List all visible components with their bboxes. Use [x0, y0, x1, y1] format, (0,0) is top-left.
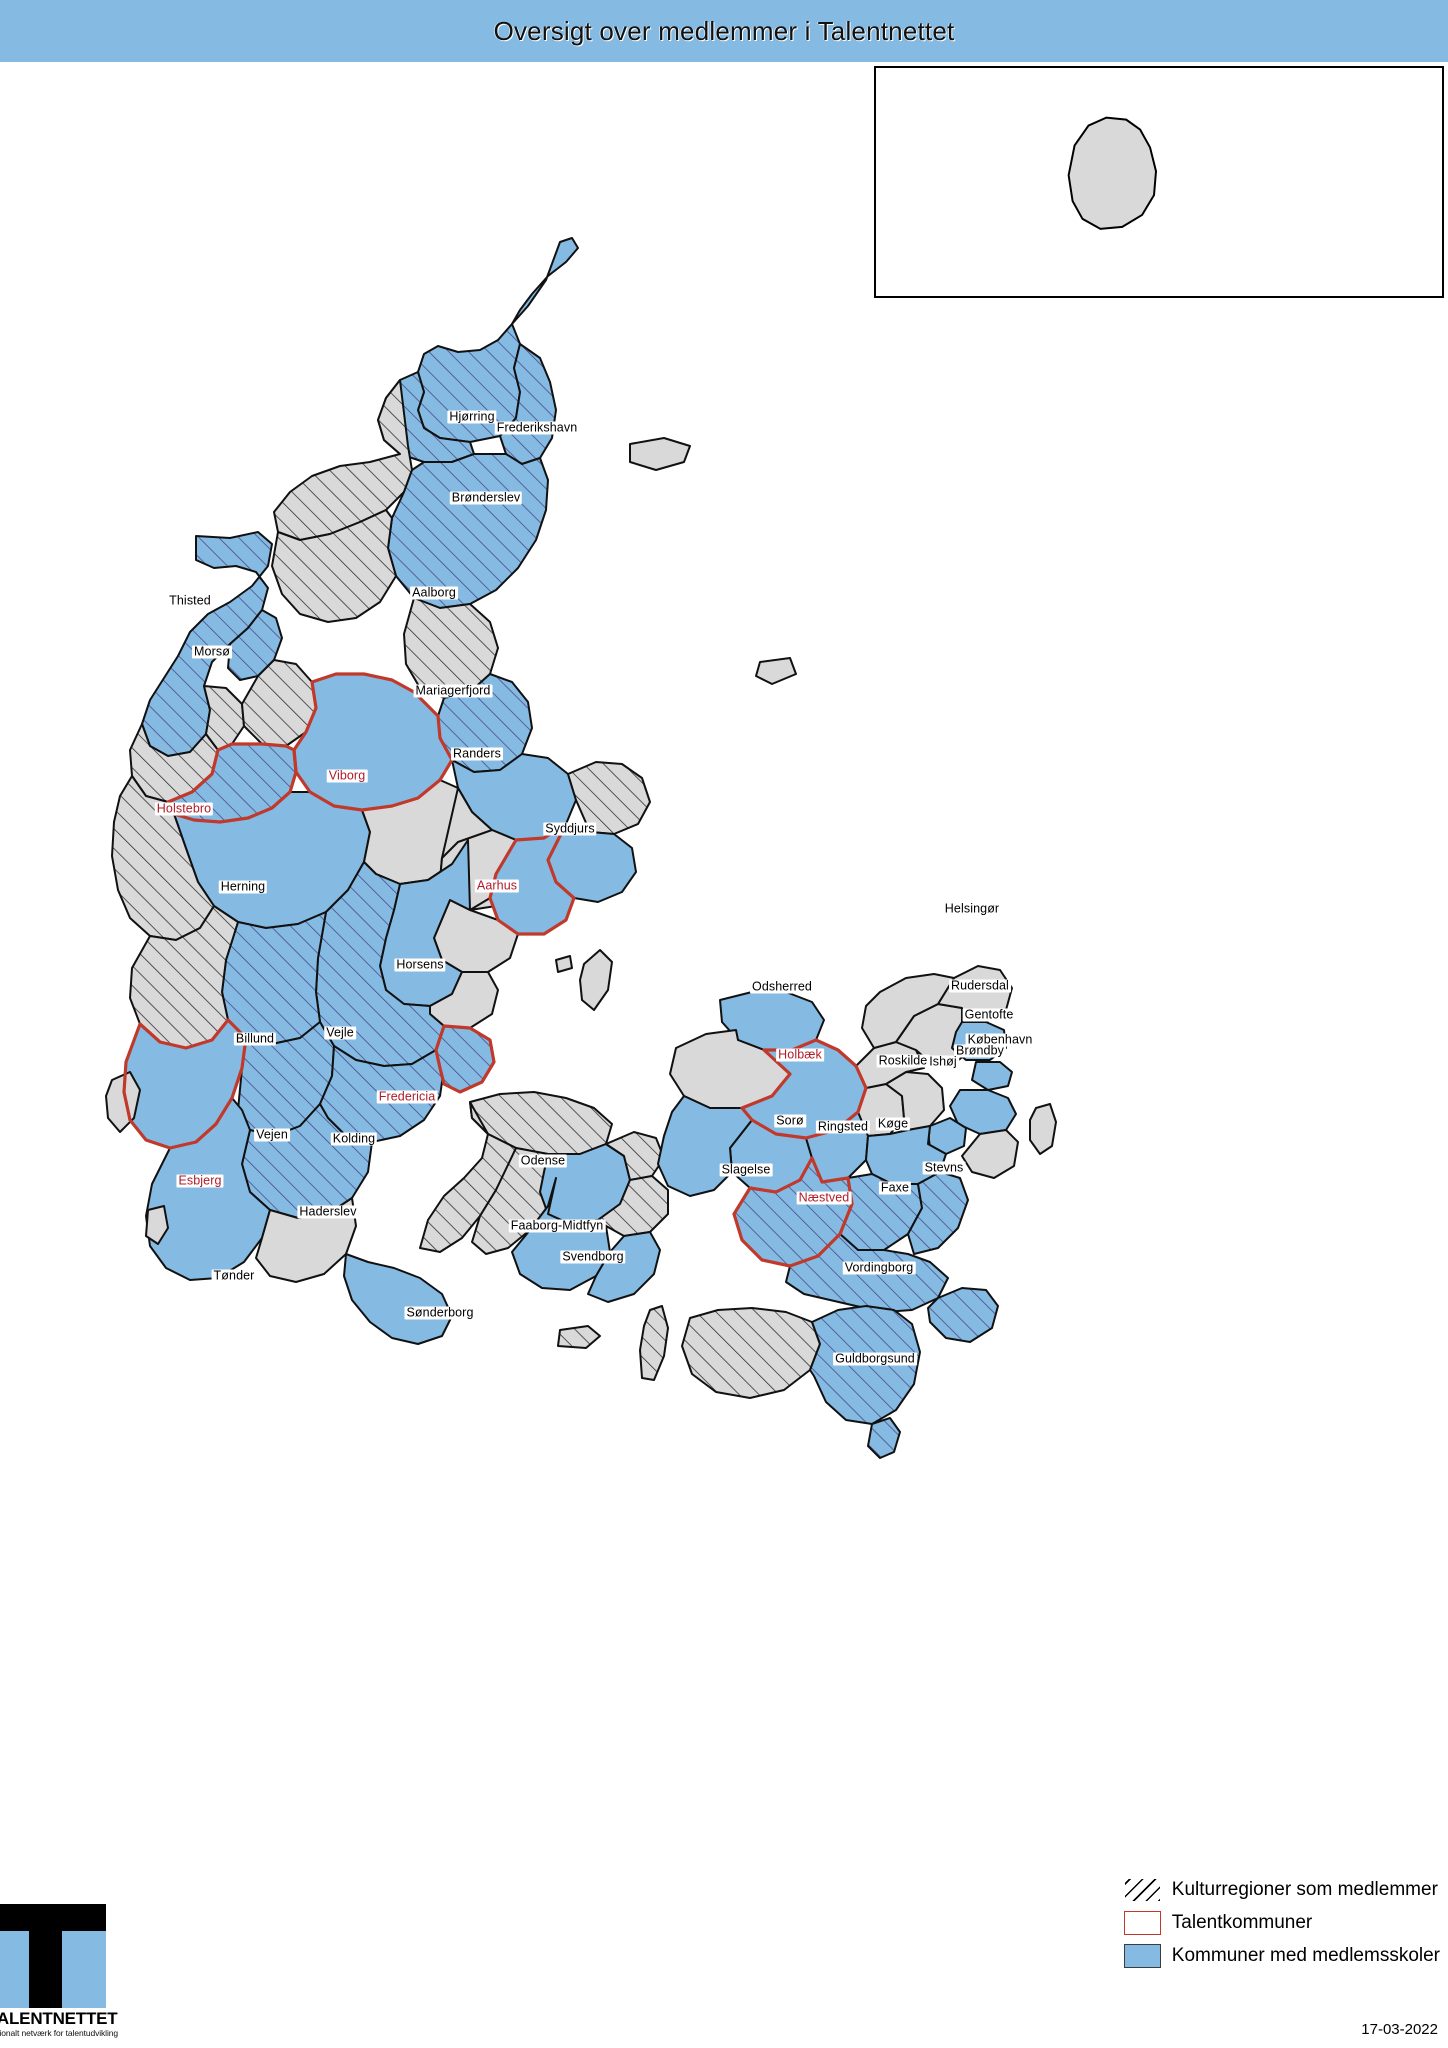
legend-item-medlemsskoler: Kommuner med medlemsskoler [1123, 1944, 1440, 1968]
map-label-s-nderborg: Sønderborg [404, 1305, 476, 1320]
bornholm-inset-box [874, 66, 1444, 298]
map-label-holstebro: Holstebro [154, 801, 214, 816]
map-label-haderslev: Haderslev [297, 1204, 359, 1219]
region-gribskov [861, 973, 955, 1049]
map-label-t-nder: Tønder [211, 1268, 257, 1283]
logo-wordmark: TALENTNETTET [0, 2009, 118, 2028]
talent-outline-esbjerg [122, 1018, 248, 1150]
map-label-herning: Herning [218, 879, 268, 894]
region-lolland [681, 1307, 821, 1399]
map-label-k-benhavn: København [965, 1032, 1035, 1047]
island-fano [105, 1071, 141, 1133]
island-romo [145, 1205, 169, 1245]
map-label-n-stved: Næstved [796, 1190, 852, 1205]
map-label-viborg: Viborg [326, 768, 368, 783]
denmark-map: Hjørring Frederikshavn Brønderslev Aalborg T… [0, 62, 1448, 1882]
map-label-holb-k: Holbæk [776, 1047, 824, 1062]
legend-label-talentkommuner: Talentkommuner [1171, 1912, 1313, 1933]
map-label-ringsted: Ringsted [815, 1119, 871, 1134]
region-gedser [867, 1417, 901, 1459]
region-langeland [639, 1305, 669, 1381]
map-label-aarhus: Aarhus [474, 878, 520, 893]
map-label-horsens: Horsens [394, 957, 446, 972]
logo-tagline: nationalt netværk for talentudvikling [0, 2028, 119, 2038]
region-morsø [227, 609, 283, 681]
map-label-faaborg-midtfyn: Faaborg-Midtfyn [508, 1218, 606, 1233]
hatch-swatch-icon [1123, 1878, 1161, 1902]
map-label-mors-: Morsø [192, 644, 232, 659]
map-label-helsing-r: Helsingør [942, 901, 1002, 916]
map-label-vordingborg: Vordingborg [842, 1260, 916, 1275]
map-label-rudersdal: Rudersdal [949, 978, 1011, 993]
page-title: Oversigt over medlemmer i Talentnettet [493, 15, 955, 46]
legend-label-medlemsskoler: Kommuner med medlemsskoler [1171, 1945, 1440, 1966]
region-sonderborg [343, 1253, 453, 1345]
island-samso [579, 949, 613, 1011]
region-mon [927, 1287, 999, 1343]
map-label-fredericia: Fredericia [376, 1089, 438, 1104]
talentnettet-logo: TALENTNETTET nationalt netværk for talen… [0, 1904, 118, 2042]
map-label-vejle: Vejle [324, 1025, 356, 1040]
bornholm-shape [1067, 116, 1158, 230]
map-label-aalborg: Aalborg [410, 585, 458, 600]
map-label-odsherred: Odsherred [750, 979, 814, 994]
blue-fill-swatch-icon [1123, 1944, 1161, 1968]
map-label-roskilde: Roskilde [876, 1053, 930, 1068]
talent-outline-holstebro [166, 742, 298, 824]
map-label-syddjurs: Syddjurs [543, 821, 597, 836]
map-label-frederikshavn: Frederikshavn [494, 420, 580, 435]
map-label-gentofte: Gentofte [962, 1007, 1016, 1022]
map-label-k-ge: Køge [875, 1116, 911, 1131]
map-label-esbjerg: Esbjerg [176, 1173, 224, 1188]
map-label-mariagerfjord: Mariagerfjord [413, 683, 493, 698]
map-label-billund: Billund [233, 1031, 277, 1046]
map-label-slagelse: Slagelse [719, 1162, 773, 1177]
island-laeso [629, 437, 691, 471]
map-svg [105, 237, 1057, 1459]
logo-t-mark-icon [0, 1904, 106, 2008]
map-label-thisted: Thisted [167, 593, 213, 608]
map-label-ish-j: Ishøj [927, 1054, 959, 1069]
island-anholt [755, 657, 797, 685]
bornholm-inset-map [1067, 116, 1158, 230]
title-bar: Oversigt over medlemmer i Talentnettet [0, 0, 1448, 62]
legend-item-talentkommuner: Talentkommuner [1123, 1911, 1440, 1935]
talent-outline-naestved [732, 1156, 854, 1268]
legend-label-kulturregioner: Kulturregioner som medlemmer [1171, 1879, 1438, 1900]
map-label-kolding: Kolding [330, 1131, 378, 1146]
region-skagen [511, 237, 579, 325]
region-norddjurs [567, 761, 651, 835]
red-outline-swatch-icon [1123, 1911, 1161, 1935]
region-gentofte [971, 1061, 1013, 1091]
region-vesthimmerland [271, 509, 397, 623]
map-label-hj-rring: Hjørring [447, 409, 497, 424]
map-label-sor-: Sorø [774, 1113, 806, 1128]
island-endelave [555, 955, 573, 973]
legend-item-kulturregioner: Kulturregioner som medlemmer [1123, 1878, 1440, 1902]
region-struer [203, 685, 245, 751]
map-legend: Kulturregioner som medlemmer Talentkommu… [1123, 1878, 1440, 1968]
map-label-svendborg: Svendborg [560, 1249, 626, 1264]
region-svendborg [587, 1231, 661, 1303]
map-label-odense: Odense [518, 1153, 568, 1168]
map-label-br-ndby: Brøndby [954, 1043, 1006, 1058]
map-label-vejen: Vejen [254, 1127, 290, 1142]
region-roskilde [885, 1071, 945, 1131]
map-label-randers: Randers [451, 746, 503, 761]
map-label-stevns: Stevns [922, 1160, 966, 1175]
map-label-br-nderslev: Brønderslev [449, 490, 523, 505]
map-label-faxe: Faxe [878, 1180, 912, 1195]
region-ven [1029, 1103, 1057, 1155]
talent-outline-fredericia [434, 1024, 496, 1094]
map-label-guldborgsund: Guldborgsund [833, 1351, 917, 1366]
date-stamp: 17-03-2022 [1361, 2021, 1438, 2038]
region-billund [221, 911, 327, 1045]
region-kerteminde [605, 1131, 665, 1181]
region-stevns [907, 1171, 969, 1255]
region-aero [557, 1325, 601, 1349]
region-amager [961, 1129, 1019, 1179]
